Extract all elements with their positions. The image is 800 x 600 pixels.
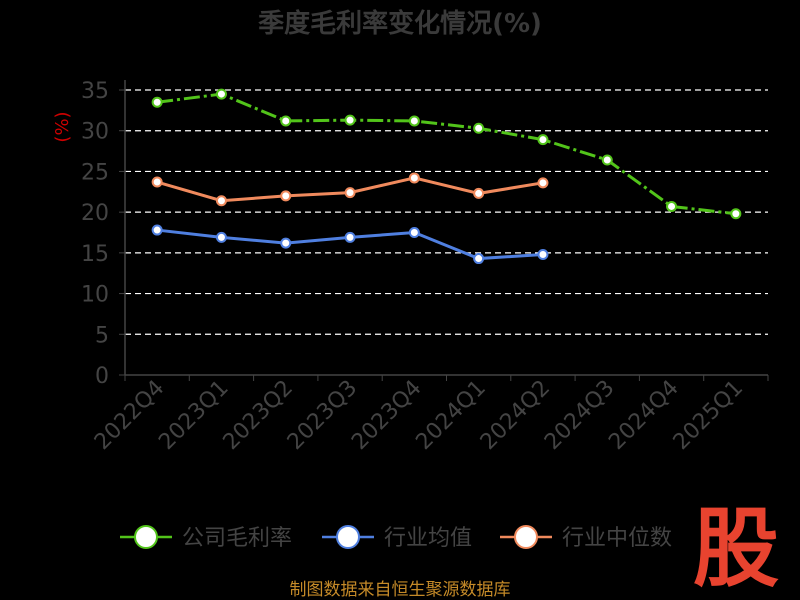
y-tick-label-25: 25 bbox=[81, 160, 109, 185]
series-1-point-4 bbox=[408, 227, 420, 238]
x-tick-label-2025Q1: 2025Q1 bbox=[669, 376, 748, 455]
logo-mark: 股 bbox=[693, 499, 779, 599]
series-1-point-0 bbox=[151, 224, 163, 236]
series-0-point-6 bbox=[537, 134, 549, 146]
series-1-point-2 bbox=[280, 237, 292, 249]
legend: 公司毛利率 行业均值 行业中位数 bbox=[120, 525, 672, 551]
series-2-point-5 bbox=[473, 187, 485, 199]
series-1-point-1 bbox=[215, 231, 227, 243]
data-source-note: 制图数据来自恒生聚源数据库 bbox=[290, 580, 511, 600]
x-tick-label-2023Q4: 2023Q4 bbox=[347, 376, 426, 455]
x-tick-label-2023Q3: 2023Q3 bbox=[283, 376, 362, 455]
series-1-point-6 bbox=[537, 248, 549, 260]
x-tick-label-2023Q1: 2023Q1 bbox=[154, 376, 233, 455]
series-1-point-3 bbox=[344, 231, 356, 243]
series-2-point-6 bbox=[537, 177, 549, 189]
series-2-point-4 bbox=[408, 172, 420, 184]
series-0-point-5 bbox=[473, 122, 485, 134]
legend-label-1: 行业均值 bbox=[384, 526, 472, 551]
y-tick-label-35: 35 bbox=[81, 79, 109, 104]
chart-title: 季度毛利率变化情况(%) bbox=[258, 8, 542, 39]
y-tick-label-30: 30 bbox=[81, 120, 109, 145]
series-2-point-3 bbox=[344, 187, 356, 199]
grid-lines bbox=[125, 89, 768, 335]
series-1-point-5 bbox=[473, 253, 485, 265]
series-0-point-8 bbox=[666, 200, 678, 212]
series-0-point-3 bbox=[344, 114, 356, 126]
y-axis-unit: (%) bbox=[52, 111, 73, 142]
y-tick-label-5: 5 bbox=[95, 323, 109, 348]
series-group bbox=[151, 88, 742, 265]
series-0-point-7 bbox=[601, 154, 613, 166]
x-tick-label-2024Q3: 2024Q3 bbox=[540, 376, 619, 455]
y-tick-label-20: 20 bbox=[81, 201, 109, 226]
legend-marker-1 bbox=[336, 525, 360, 549]
series-2-point-2 bbox=[280, 190, 292, 202]
legend-label-0: 公司毛利率 bbox=[182, 526, 292, 551]
legend-marker-2 bbox=[514, 525, 538, 549]
legend-label-2: 行业中位数 bbox=[562, 526, 672, 551]
x-tick-label-2023Q2: 2023Q2 bbox=[219, 376, 298, 455]
series-0-point-1 bbox=[215, 88, 227, 100]
y-tick-label-0: 0 bbox=[95, 364, 109, 389]
x-tick-label-2024Q2: 2024Q2 bbox=[476, 376, 555, 455]
y-tick-label-15: 15 bbox=[81, 242, 109, 267]
series-2-point-0 bbox=[151, 176, 163, 188]
legend-marker-0 bbox=[134, 525, 158, 549]
y-tick-label-10: 10 bbox=[81, 283, 109, 308]
series-line-0 bbox=[156, 92, 737, 216]
axes bbox=[119, 80, 769, 381]
x-tick-labels: 2022Q42023Q12023Q22023Q32023Q42024Q12024… bbox=[90, 376, 748, 455]
x-tick-label-2024Q4: 2024Q4 bbox=[604, 376, 683, 455]
series-0-point-0 bbox=[151, 96, 163, 108]
series-0-point-4 bbox=[408, 115, 420, 127]
series-0-point-2 bbox=[280, 115, 292, 127]
x-tick-label-2024Q1: 2024Q1 bbox=[411, 376, 490, 455]
series-2-point-1 bbox=[215, 195, 227, 207]
y-tick-labels: 0 5 10 15 20 25 30 35 bbox=[81, 79, 109, 389]
series-0-point-9 bbox=[730, 208, 742, 220]
